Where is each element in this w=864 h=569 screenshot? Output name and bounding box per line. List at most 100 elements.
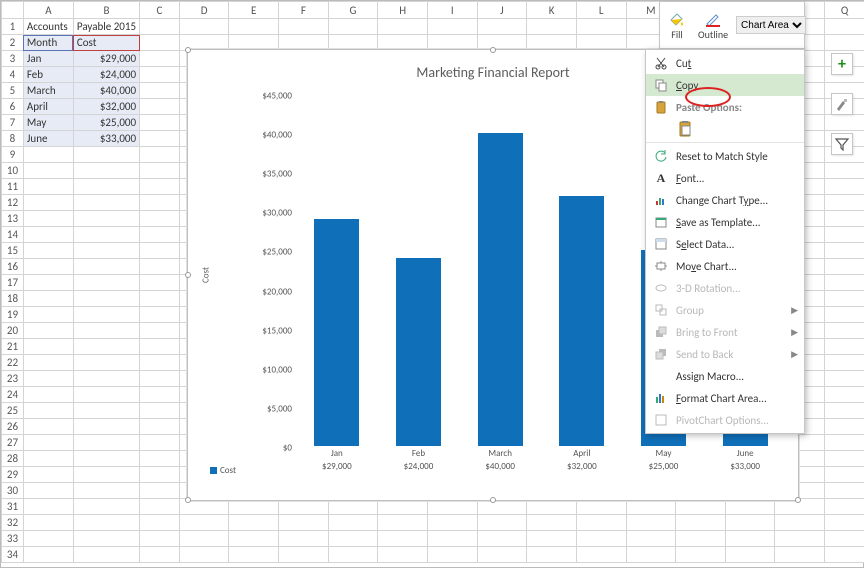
menu-item[interactable]: Change Chart Type... [646, 189, 804, 211]
cell[interactable] [73, 499, 139, 515]
cell[interactable] [140, 483, 180, 499]
cell[interactable] [825, 307, 864, 323]
col-header[interactable]: J [477, 2, 527, 19]
cell[interactable] [825, 371, 864, 387]
cell[interactable]: Accounts [23, 19, 73, 35]
cell[interactable] [229, 19, 279, 35]
cell[interactable]: $29,000 [73, 51, 139, 67]
cell[interactable] [328, 515, 378, 531]
col-header[interactable]: Q [825, 2, 864, 19]
cell[interactable]: March [23, 83, 73, 99]
row-header[interactable]: 34 [2, 547, 24, 563]
row-header[interactable]: 29 [2, 467, 24, 483]
menu-item[interactable]: Select Data... [646, 233, 804, 255]
cell[interactable]: $40,000 [73, 83, 139, 99]
cell[interactable] [140, 131, 180, 147]
cell[interactable] [825, 355, 864, 371]
menu-item[interactable]: Cut [646, 52, 804, 74]
cell[interactable] [140, 547, 180, 563]
cell[interactable]: Feb [23, 67, 73, 83]
cell[interactable] [73, 275, 139, 291]
menu-item[interactable]: Assign Macro... [646, 365, 804, 387]
cell[interactable] [527, 19, 577, 35]
row-header[interactable]: 24 [2, 387, 24, 403]
cell[interactable] [140, 99, 180, 115]
cell[interactable] [427, 19, 477, 35]
cell[interactable] [229, 531, 279, 547]
col-header[interactable]: D [179, 2, 229, 19]
cell[interactable] [775, 531, 825, 547]
cell[interactable]: $32,000 [73, 99, 139, 115]
cell[interactable] [825, 435, 864, 451]
cell[interactable] [73, 243, 139, 259]
row-header[interactable]: 33 [2, 531, 24, 547]
cell[interactable] [775, 515, 825, 531]
cell[interactable] [23, 387, 73, 403]
cell[interactable] [775, 547, 825, 563]
cell[interactable] [626, 515, 676, 531]
cell[interactable] [140, 195, 180, 211]
cell[interactable] [725, 531, 775, 547]
cell[interactable] [825, 387, 864, 403]
row-header[interactable]: 13 [2, 211, 24, 227]
cell[interactable] [73, 531, 139, 547]
cell[interactable] [23, 515, 73, 531]
cell[interactable] [73, 339, 139, 355]
row-header[interactable]: 8 [2, 131, 24, 147]
cell[interactable] [23, 259, 73, 275]
cell[interactable] [825, 339, 864, 355]
row-header[interactable]: 3 [2, 51, 24, 67]
paste-option-keep-formatting[interactable] [646, 118, 804, 140]
cell[interactable] [140, 211, 180, 227]
cell[interactable] [73, 515, 139, 531]
cell[interactable] [229, 547, 279, 563]
cell[interactable] [73, 163, 139, 179]
row-header[interactable]: 27 [2, 435, 24, 451]
col-header[interactable]: E [229, 2, 279, 19]
row-header[interactable]: 18 [2, 291, 24, 307]
cell[interactable] [73, 547, 139, 563]
row-header[interactable]: 5 [2, 83, 24, 99]
cell[interactable] [73, 179, 139, 195]
row-header[interactable]: 11 [2, 179, 24, 195]
menu-item[interactable]: AFont... [646, 167, 804, 189]
cell[interactable] [140, 275, 180, 291]
cell[interactable] [477, 515, 527, 531]
cell[interactable] [725, 547, 775, 563]
cell[interactable] [140, 435, 180, 451]
cell[interactable] [23, 435, 73, 451]
cell[interactable]: April [23, 99, 73, 115]
cell[interactable] [378, 547, 428, 563]
cell[interactable] [23, 323, 73, 339]
cell[interactable] [378, 531, 428, 547]
cell[interactable] [825, 323, 864, 339]
cell[interactable] [527, 531, 577, 547]
cell[interactable] [825, 547, 864, 563]
row-header[interactable]: 19 [2, 307, 24, 323]
col-header[interactable]: F [279, 2, 329, 19]
cell[interactable] [527, 515, 577, 531]
cell[interactable]: Payable 2015 [73, 19, 139, 35]
row-header[interactable]: 4 [2, 67, 24, 83]
cell[interactable] [140, 339, 180, 355]
cell[interactable] [140, 467, 180, 483]
cell[interactable] [328, 547, 378, 563]
menu-item[interactable]: Copy [646, 74, 804, 96]
cell[interactable] [825, 19, 864, 35]
cell[interactable] [427, 531, 477, 547]
cell[interactable] [378, 19, 428, 35]
cell[interactable] [23, 339, 73, 355]
cell[interactable] [576, 19, 626, 35]
row-header[interactable]: 14 [2, 227, 24, 243]
row-header[interactable]: 31 [2, 499, 24, 515]
bar[interactable] [396, 258, 441, 446]
bar[interactable] [478, 133, 523, 446]
cell[interactable] [140, 387, 180, 403]
cell[interactable]: Jan [23, 51, 73, 67]
cell[interactable] [825, 179, 864, 195]
cell[interactable] [140, 307, 180, 323]
cell[interactable] [140, 419, 180, 435]
cell[interactable] [73, 467, 139, 483]
cell[interactable] [825, 403, 864, 419]
cell[interactable] [576, 515, 626, 531]
